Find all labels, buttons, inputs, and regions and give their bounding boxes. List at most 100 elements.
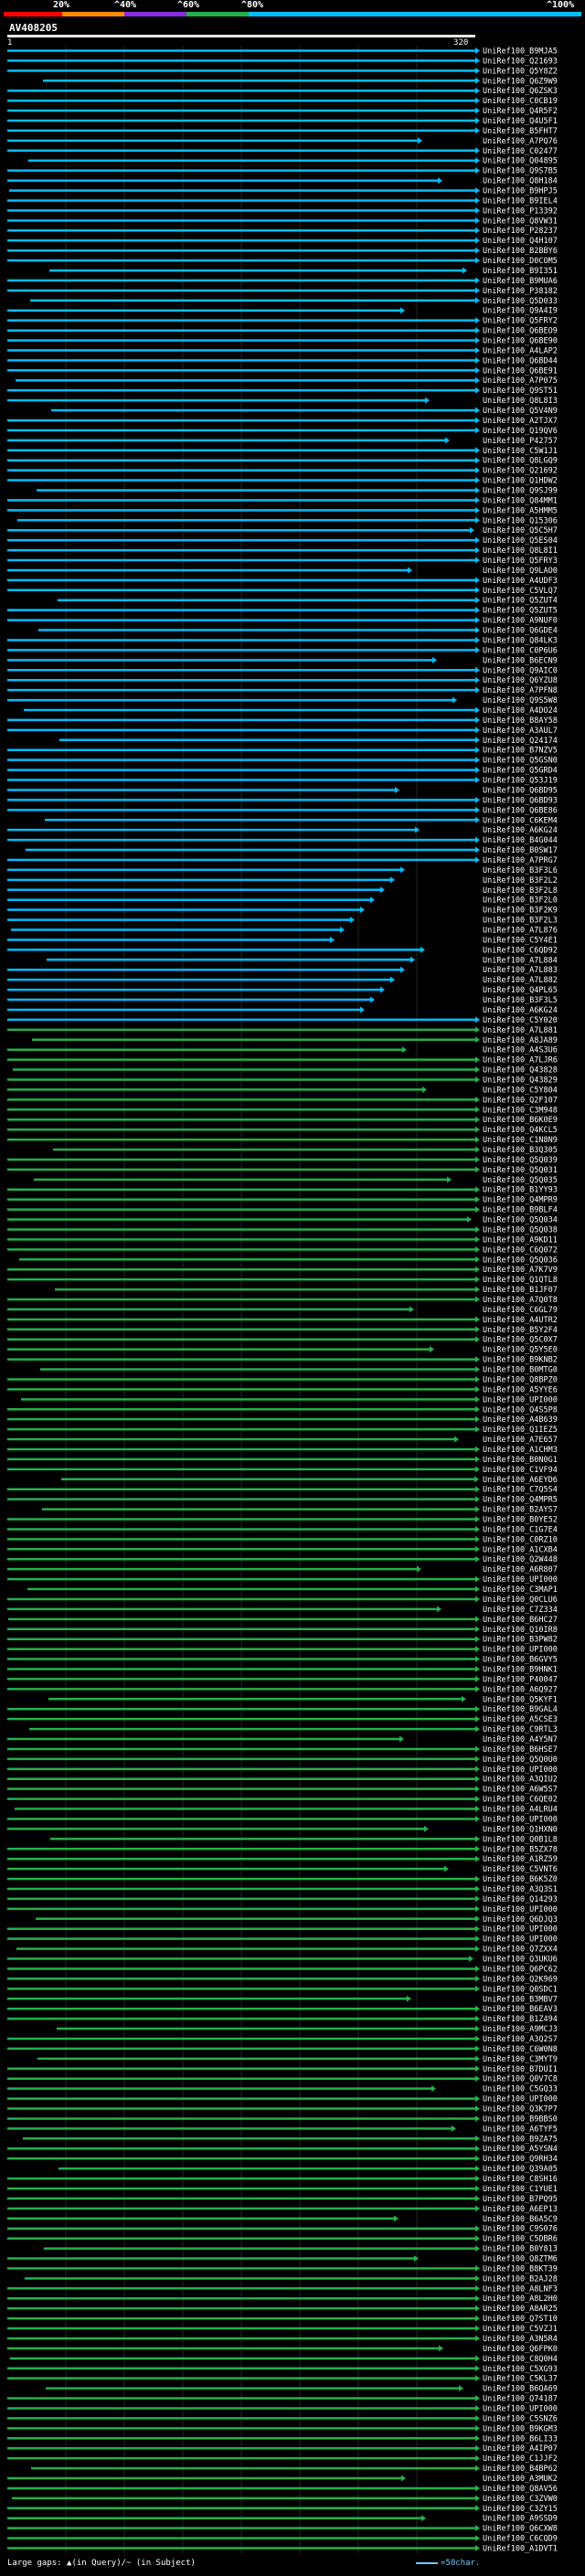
hit-id-label[interactable]: UniRef100_Q5ZUT5 xyxy=(483,607,558,616)
hit-id-label[interactable]: UniRef100_A9NUF0 xyxy=(483,617,558,626)
hit-row[interactable]: UniRef100_Q6GDE4 xyxy=(38,627,558,636)
hit-id-label[interactable]: UniRef100_C5VNT6 xyxy=(483,1865,558,1874)
hit-id-label[interactable]: UniRef100_B0SW17 xyxy=(483,846,558,855)
hit-row[interactable]: UniRef100_C6QD92 xyxy=(7,946,558,955)
hit-row[interactable]: UniRef100_B9BLF4 xyxy=(7,1206,558,1215)
hit-id-label[interactable]: UniRef100_Q8VW31 xyxy=(483,217,558,226)
hit-id-label[interactable]: UniRef100_Q6BEO9 xyxy=(483,327,558,336)
hit-row[interactable]: UniRef100_UPI000 xyxy=(7,1815,558,1824)
hit-row[interactable]: UniRef100_B6ECN9 xyxy=(7,656,558,665)
hit-row[interactable]: UniRef100_B3F3L6 xyxy=(7,866,558,875)
hit-id-label[interactable]: UniRef100_A6R807 xyxy=(483,1565,558,1574)
hit-id-label[interactable]: UniRef100_B9ZA75 xyxy=(483,2135,558,2144)
hit-row[interactable]: UniRef100_A6EP13 xyxy=(7,2205,558,2214)
hit-id-label[interactable]: UniRef100_Q6BE91 xyxy=(483,366,558,376)
hit-id-label[interactable]: UniRef100_B9BBS0 xyxy=(483,2115,558,2124)
hit-row[interactable]: UniRef100_B5Y2F4 xyxy=(7,1326,558,1335)
hit-id-label[interactable]: UniRef100_Q1HXN0 xyxy=(483,1825,558,1834)
hit-id-label[interactable]: UniRef100_Q5Q038 xyxy=(483,1225,558,1235)
hit-row[interactable]: UniRef100_A7L876 xyxy=(11,927,558,936)
hit-row[interactable]: UniRef100_B9HPJ5 xyxy=(9,187,558,196)
hit-row[interactable]: UniRef100_B6GVY5 xyxy=(7,1656,558,1665)
hit-row[interactable]: UniRef100_Q9RH34 xyxy=(7,2155,558,2164)
hit-row[interactable]: UniRef100_Q5Y8Z2 xyxy=(7,67,558,76)
hit-row[interactable]: UniRef100_Q9A4I9 xyxy=(7,307,558,316)
hit-id-label[interactable]: UniRef100_UPI000 xyxy=(483,1765,558,1775)
hit-row[interactable]: UniRef100_C6KEM4 xyxy=(45,816,558,825)
hit-row[interactable]: UniRef100_B2BBY6 xyxy=(7,247,558,256)
hit-id-label[interactable]: UniRef100_A8AR25 xyxy=(483,2305,558,2314)
hit-id-label[interactable]: UniRef100_B5ZX78 xyxy=(483,1845,558,1854)
hit-id-label[interactable]: UniRef100_B9I351 xyxy=(483,267,558,276)
hit-row[interactable]: UniRef100_B5FHT7 xyxy=(7,127,558,136)
hit-id-label[interactable]: UniRef100_B8KT39 xyxy=(483,2264,558,2274)
hit-id-label[interactable]: UniRef100_A4LRU4 xyxy=(483,1806,558,1815)
hit-row[interactable]: UniRef100_UPI000 xyxy=(7,1575,558,1585)
hit-row[interactable]: UniRef100_Q0V7C8 xyxy=(7,2075,558,2084)
hit-id-label[interactable]: UniRef100_Q9AIC0 xyxy=(483,666,558,675)
hit-row[interactable]: UniRef100_P40047 xyxy=(7,1675,558,1684)
hit-id-label[interactable]: UniRef100_Q8ZTM6 xyxy=(483,2254,558,2263)
hit-id-label[interactable]: UniRef100_Q5Q034 xyxy=(483,1216,558,1225)
hit-id-label[interactable]: UniRef100_Q1HDW2 xyxy=(483,477,558,486)
hit-row[interactable]: UniRef100_A3QIU2 xyxy=(7,1776,558,1785)
hit-id-label[interactable]: UniRef100_Q3UKU6 xyxy=(483,1956,558,1965)
hit-id-label[interactable]: UniRef100_Q8L8I1 xyxy=(483,546,558,556)
hit-id-label[interactable]: UniRef100_A6KG24 xyxy=(483,1006,558,1015)
hit-id-label[interactable]: UniRef100_C6CQD9 xyxy=(483,2535,558,2544)
hit-id-label[interactable]: UniRef100_B9GAL4 xyxy=(483,1705,558,1714)
hit-row[interactable]: UniRef100_Q5Y5E0 xyxy=(7,1346,558,1355)
hit-row[interactable]: UniRef100_A6Q927 xyxy=(7,1685,558,1694)
hit-row[interactable]: UniRef100_C7Q5S4 xyxy=(7,1486,558,1495)
hit-id-label[interactable]: UniRef100_UPI000 xyxy=(483,1646,558,1655)
hit-row[interactable]: UniRef100_A4DO24 xyxy=(24,706,558,716)
hit-id-label[interactable]: UniRef100_C7Z334 xyxy=(483,1606,558,1615)
hit-id-label[interactable]: UniRef100_UPI000 xyxy=(483,1395,558,1405)
hit-row[interactable]: UniRef100_Q4H107 xyxy=(7,237,558,246)
hit-row[interactable]: UniRef100_B6K0E9 xyxy=(7,1116,558,1125)
hit-id-label[interactable]: UniRef100_A7L883 xyxy=(483,966,558,975)
hit-row[interactable]: UniRef100_Q9LAO0 xyxy=(7,567,558,576)
hit-id-label[interactable]: UniRef100_Q9LAO0 xyxy=(483,567,558,576)
hit-id-label[interactable]: UniRef100_Q5FRY2 xyxy=(483,317,558,326)
hit-row[interactable]: UniRef100_Q5Q031 xyxy=(7,1166,558,1175)
hit-row[interactable]: UniRef100_P13392 xyxy=(7,207,558,216)
hit-id-label[interactable]: UniRef100_Q8AV56 xyxy=(483,2485,558,2494)
hit-id-label[interactable]: UniRef100_A6Q927 xyxy=(483,1685,558,1694)
hit-row[interactable]: UniRef100_B3F2K9 xyxy=(7,906,558,916)
hit-row[interactable]: UniRef100_A6KG24 xyxy=(7,1006,558,1015)
hit-id-label[interactable]: UniRef100_A8JA89 xyxy=(483,1036,558,1045)
hit-id-label[interactable]: UniRef100_B0YE52 xyxy=(483,1516,558,1525)
hit-id-label[interactable]: UniRef100_Q3K7P7 xyxy=(483,2105,558,2115)
hit-id-label[interactable]: UniRef100_B3MBV7 xyxy=(483,1995,558,2004)
hit-row[interactable]: UniRef100_B3F3L5 xyxy=(7,996,558,1005)
hit-id-label[interactable]: UniRef100_Q21693 xyxy=(483,57,558,66)
hit-id-label[interactable]: UniRef100_A5YYE6 xyxy=(483,1385,558,1394)
hit-id-label[interactable]: UniRef100_Q7ST10 xyxy=(483,2315,558,2324)
hit-id-label[interactable]: UniRef100_C8SH16 xyxy=(483,2175,558,2184)
hit-row[interactable]: UniRef100_Q8AV56 xyxy=(7,2485,558,2494)
hit-row[interactable]: UniRef100_B9IEL4 xyxy=(7,196,558,206)
hit-row[interactable]: UniRef100_Q4U5F1 xyxy=(7,117,558,126)
hit-row[interactable]: UniRef100_C0CB19 xyxy=(7,97,558,106)
hit-row[interactable]: UniRef100_A3Q3S1 xyxy=(7,1885,558,1894)
hit-id-label[interactable]: UniRef100_B3F2L8 xyxy=(483,886,558,896)
hit-row[interactable]: UniRef100_A9NUF0 xyxy=(7,617,558,626)
hit-row[interactable]: UniRef100_Q3K7P7 xyxy=(7,2105,558,2115)
hit-id-label[interactable]: UniRef100_A1DVT1 xyxy=(483,2545,558,2554)
hit-row[interactable]: UniRef100_A1CHM3 xyxy=(7,1446,558,1455)
hit-row[interactable]: UniRef100_Q43829 xyxy=(7,1076,558,1085)
hit-row[interactable]: UniRef100_Q1HXN0 xyxy=(7,1825,558,1834)
hit-id-label[interactable]: UniRef100_Q15306 xyxy=(483,516,558,525)
hit-id-label[interactable]: UniRef100_Q5ZUT4 xyxy=(483,597,558,606)
hit-id-label[interactable]: UniRef100_B6GVY5 xyxy=(483,1656,558,1665)
hit-id-label[interactable]: UniRef100_Q5KYF1 xyxy=(483,1695,558,1704)
hit-row[interactable]: UniRef100_A6EYD6 xyxy=(61,1476,558,1485)
hit-row[interactable]: UniRef100_Q6BD93 xyxy=(7,796,558,805)
hit-row[interactable]: UniRef100_Q4S5P8 xyxy=(7,1405,558,1415)
hit-id-label[interactable]: UniRef100_C1N8N9 xyxy=(483,1136,558,1145)
hit-row[interactable]: UniRef100_C5W1J1 xyxy=(7,447,558,456)
hit-row[interactable]: UniRef100_C1YUE1 xyxy=(7,2185,558,2194)
hit-row[interactable]: UniRef100_C5VLQ7 xyxy=(7,587,558,596)
hit-row[interactable]: UniRef100_Q9S7B5 xyxy=(7,167,558,176)
